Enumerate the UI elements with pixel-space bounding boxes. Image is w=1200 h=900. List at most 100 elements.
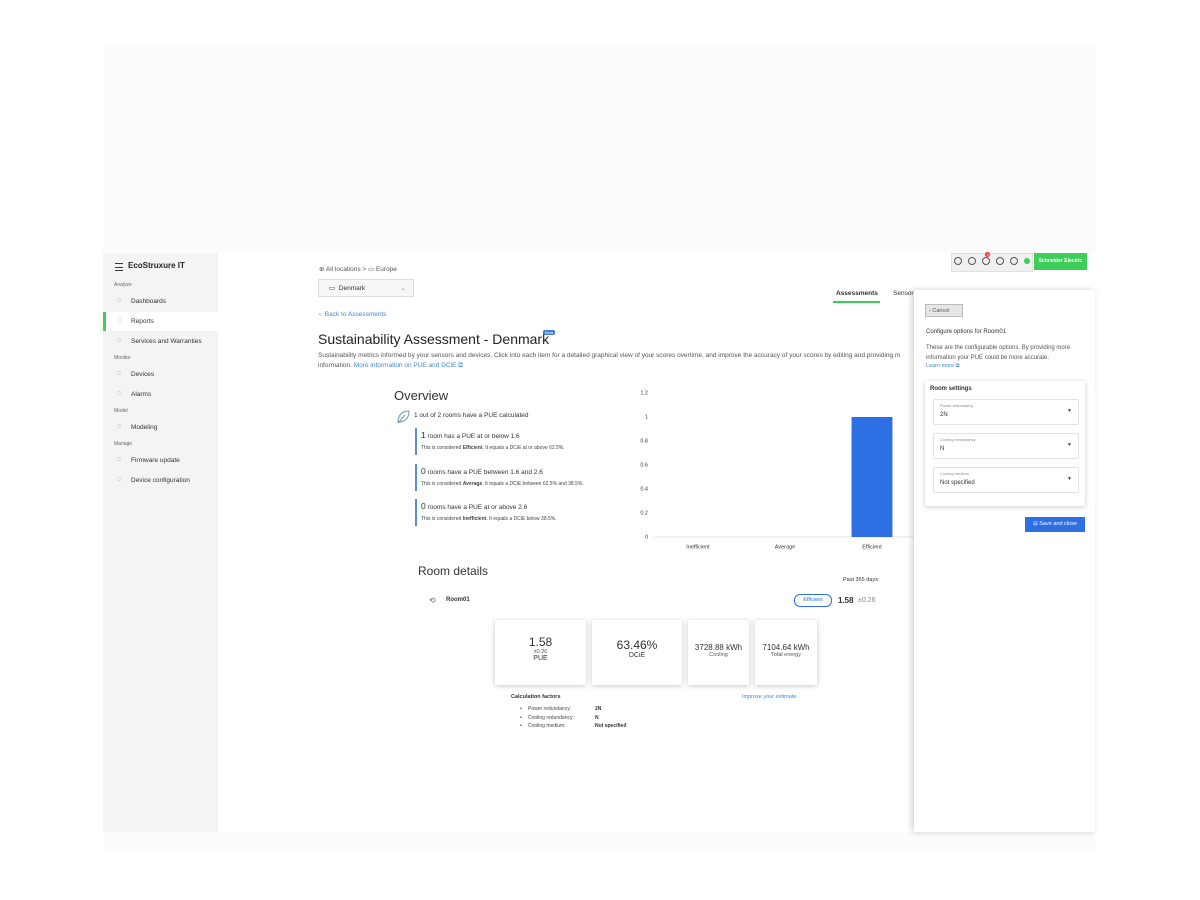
element: ⌄ bbox=[400, 285, 406, 292]
toolbar-icon[interactable] bbox=[968, 257, 976, 265]
nav-icon: ◌ bbox=[117, 423, 122, 430]
nav-icon: ◌ bbox=[117, 390, 122, 397]
breadcrumb-item[interactable]: Europe bbox=[375, 266, 397, 273]
learn-more-text: Learn more bbox=[926, 363, 955, 369]
panel-title: Configure options for Room01 bbox=[926, 329, 1007, 335]
nav-icon: ◌ bbox=[117, 297, 122, 304]
select-field[interactable]: Cooling medium Not specified ▼ bbox=[933, 467, 1079, 493]
select-field[interactable]: Cooling redundancy N ▼ bbox=[933, 433, 1079, 459]
settings-card: Room settings Power redundancy 2N ▼ Cool… bbox=[925, 381, 1085, 506]
summary-note: This is considered Inefficient. It equal… bbox=[421, 516, 557, 522]
y-tick-label: 0.2 bbox=[640, 510, 648, 516]
y-tick-label: 0.4 bbox=[640, 486, 648, 492]
factor-bullet: • bbox=[520, 706, 522, 712]
factor-value: N bbox=[595, 714, 599, 721]
field-value: Not specified bbox=[940, 480, 975, 486]
nav-icon: ◌ bbox=[117, 476, 122, 483]
panel-description: These are the configurable options. By p… bbox=[926, 345, 1071, 361]
nav-item[interactable]: Firmware update bbox=[131, 457, 180, 464]
page-title: Sustainability Assessment - Denmark bbox=[318, 331, 550, 347]
improve-link[interactable]: Improve your estimate bbox=[742, 694, 797, 700]
nav-item[interactable]: Services and Warranties bbox=[131, 338, 202, 345]
factors-title: Calculation factors bbox=[511, 694, 561, 700]
factor-value: 2N bbox=[595, 706, 602, 712]
metric-card: 7104.64 kWh Total energy bbox=[755, 620, 817, 685]
factor-label: Cooling redundancy: bbox=[528, 714, 574, 721]
nav-icon: ◌ bbox=[117, 370, 122, 377]
location-select[interactable]: ▭ Denmark ⌄ bbox=[318, 279, 414, 297]
room-details-title: Room details bbox=[418, 564, 489, 578]
info-link[interactable]: More information on PUE and DCiE bbox=[353, 362, 457, 369]
toolbar-icon[interactable] bbox=[982, 257, 990, 265]
chart: 0 0.2 0.4 0.6 0.8 1 1.2 Inefficient Average Effic… bbox=[640, 390, 914, 550]
metric-label: DCiE bbox=[628, 652, 646, 659]
select-field[interactable]: Power redundancy 2N ▼ bbox=[933, 399, 1079, 425]
note-pre: This is considered bbox=[421, 445, 462, 451]
note-post: . It equals a DCiE between 62.5% and 38.… bbox=[482, 480, 584, 487]
menu-icon[interactable] bbox=[115, 263, 123, 271]
metric-value: 1.58 bbox=[528, 635, 553, 649]
back-link[interactable]: ‹ Back to Assessments bbox=[319, 311, 387, 318]
element bbox=[115, 266, 123, 268]
y-tick-label: 0.8 bbox=[640, 438, 648, 444]
metric-value: 7104.64 kWh bbox=[762, 643, 810, 652]
toolbar-icon[interactable] bbox=[1010, 257, 1018, 265]
rating-badge: Efficient bbox=[794, 594, 832, 607]
description-end-text: information. bbox=[318, 362, 352, 369]
toolbar-icon[interactable] bbox=[996, 257, 1004, 265]
summary-text: room has a PUE at or below 1.6 bbox=[427, 433, 520, 440]
nav-item[interactable]: Devices bbox=[131, 371, 155, 378]
field-label: Cooling redundancy bbox=[940, 437, 976, 442]
tab[interactable]: Assessments bbox=[836, 290, 878, 297]
nav-section: Analyze bbox=[114, 282, 132, 288]
nav-item[interactable]: Alarms bbox=[131, 391, 152, 398]
y-tick-label: 0.6 bbox=[640, 462, 648, 468]
nav-section: Manage bbox=[114, 441, 133, 447]
metric-card: 1.58 ±0.26 PUE bbox=[495, 620, 586, 685]
field-label: Power redundancy bbox=[940, 403, 974, 408]
settings-title: Room settings bbox=[930, 386, 972, 392]
bar bbox=[851, 417, 893, 537]
overview-title: Overview bbox=[394, 388, 449, 403]
config-panel: ‹ Cancel Configure options for Room01 Th… bbox=[914, 290, 1095, 832]
notification-badge: 3 bbox=[985, 252, 991, 257]
toolbar bbox=[951, 253, 1033, 272]
cancel-button[interactable]: ‹ Cancel bbox=[925, 304, 963, 317]
metric-sub: ±0.26 bbox=[533, 649, 548, 655]
nav-item[interactable]: Modeling bbox=[131, 424, 158, 431]
note-pre: This is considered bbox=[421, 480, 462, 487]
summary-item bbox=[415, 463, 417, 491]
back-text: Back to Assessments bbox=[324, 311, 387, 318]
room-icon: ⟲ bbox=[429, 596, 436, 605]
y-tick-label: 0 bbox=[645, 534, 648, 540]
learn-more[interactable]: Learn more ⧉ bbox=[926, 363, 960, 369]
location-value: Denmark bbox=[338, 285, 366, 292]
tab-underline bbox=[833, 301, 880, 303]
summary-count: 0 bbox=[421, 465, 426, 476]
note-bold: Efficient bbox=[462, 445, 483, 451]
summary-item bbox=[415, 499, 417, 526]
save-button[interactable]: ⊟ Save and close bbox=[1025, 517, 1085, 532]
x-tick-label: Average bbox=[775, 544, 795, 550]
status-dot bbox=[1024, 258, 1030, 264]
room-pue-error: ±0.26 bbox=[858, 597, 876, 604]
nav-item[interactable]: Reports bbox=[131, 318, 154, 325]
summary-line: 1 room has a PUE at or below 1.6 bbox=[421, 430, 520, 440]
field-value: N bbox=[940, 446, 945, 452]
nav-item[interactable]: Device configuration bbox=[131, 477, 190, 484]
metric-card: 3728.88 kWh Cooling bbox=[688, 620, 749, 685]
note-bold: Average bbox=[462, 480, 483, 487]
summary-count: 1 bbox=[421, 430, 426, 440]
nav-icon: ◌ bbox=[117, 337, 122, 344]
overview-summary: 1 out of 2 rooms have a PUE calculated bbox=[414, 412, 529, 419]
field-caret: ▼ bbox=[1067, 408, 1072, 414]
tab[interactable]: Sensor bbox=[893, 290, 914, 297]
field-caret: ▼ bbox=[1067, 476, 1072, 482]
description: Sustainability metrics informed by your … bbox=[318, 352, 901, 359]
toolbar-icon[interactable] bbox=[954, 257, 962, 265]
note-post: . It equals a DCiE at or above 62.5%. bbox=[482, 445, 565, 451]
metric-label: PUE bbox=[533, 655, 548, 662]
breadcrumb-item[interactable]: All locations bbox=[325, 266, 361, 273]
nav-item[interactable]: Dashboards bbox=[131, 298, 167, 305]
